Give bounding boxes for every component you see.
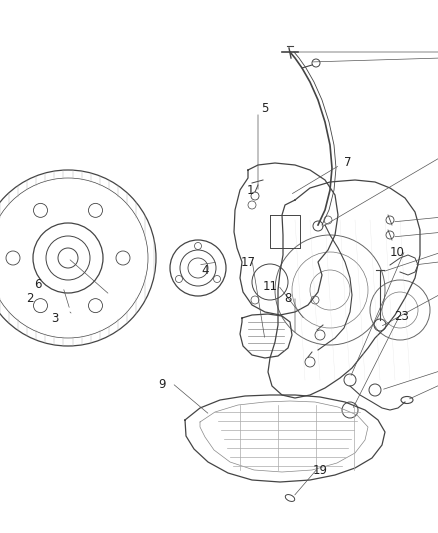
Text: 5: 5 bbox=[261, 101, 268, 115]
Text: 10: 10 bbox=[389, 246, 404, 259]
Text: 1: 1 bbox=[246, 183, 254, 197]
Text: 6: 6 bbox=[34, 279, 42, 292]
Text: 7: 7 bbox=[344, 156, 352, 168]
Text: 3: 3 bbox=[51, 311, 59, 325]
Text: 11: 11 bbox=[262, 279, 278, 293]
Text: 8: 8 bbox=[284, 292, 292, 304]
Text: 23: 23 bbox=[395, 311, 410, 324]
Text: 4: 4 bbox=[201, 263, 209, 277]
Text: 9: 9 bbox=[158, 378, 166, 392]
Text: 2: 2 bbox=[26, 292, 34, 304]
Text: 17: 17 bbox=[240, 255, 255, 269]
Text: 19: 19 bbox=[312, 464, 328, 477]
